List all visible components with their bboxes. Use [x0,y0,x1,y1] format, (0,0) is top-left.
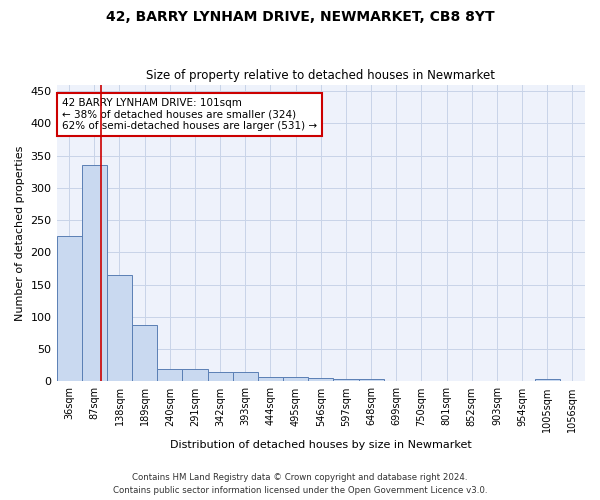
Bar [233,372,258,382]
Bar [359,380,383,382]
Bar [132,326,157,382]
Y-axis label: Number of detached properties: Number of detached properties [15,146,25,320]
Text: 42, BARRY LYNHAM DRIVE, NEWMARKET, CB8 8YT: 42, BARRY LYNHAM DRIVE, NEWMARKET, CB8 8… [106,10,494,24]
Bar [535,380,560,382]
Bar [208,372,233,382]
X-axis label: Distribution of detached houses by size in Newmarket: Distribution of detached houses by size … [170,440,472,450]
Bar [308,378,334,382]
Bar [258,377,283,382]
Bar [182,368,208,382]
Text: 42 BARRY LYNHAM DRIVE: 101sqm
← 38% of detached houses are smaller (324)
62% of : 42 BARRY LYNHAM DRIVE: 101sqm ← 38% of d… [62,98,317,131]
Bar [107,275,132,382]
Bar [56,236,82,382]
Title: Size of property relative to detached houses in Newmarket: Size of property relative to detached ho… [146,69,495,82]
Bar [283,377,308,382]
Bar [334,379,359,382]
Bar [157,368,182,382]
Text: Contains HM Land Registry data © Crown copyright and database right 2024.
Contai: Contains HM Land Registry data © Crown c… [113,474,487,495]
Bar [82,165,107,382]
